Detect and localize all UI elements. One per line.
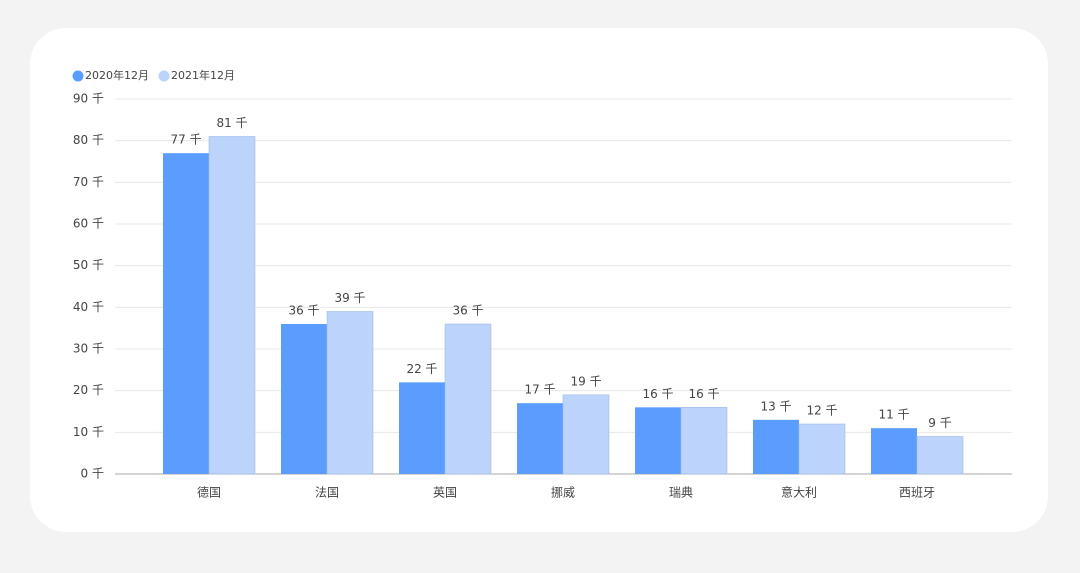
value-label: 9 千 xyxy=(928,416,951,430)
value-label: 77 千 xyxy=(170,133,201,147)
y-tick-label: 40 千 xyxy=(73,300,104,314)
bar xyxy=(281,324,327,474)
y-tick-label: 0 千 xyxy=(81,467,104,481)
legend-swatch xyxy=(158,70,170,82)
bar xyxy=(798,423,846,475)
bar xyxy=(680,407,728,475)
x-tick-label: 瑞典 xyxy=(669,486,693,500)
bar xyxy=(753,419,799,474)
value-label: 39 千 xyxy=(334,291,365,305)
x-tick-label: 法国 xyxy=(315,486,339,500)
x-tick-label: 意大利 xyxy=(781,485,817,500)
bar xyxy=(916,436,964,475)
value-label: 22 千 xyxy=(406,362,437,376)
y-tick-label: 90 千 xyxy=(73,92,104,106)
x-tick-label: 挪威 xyxy=(551,486,575,500)
y-tick-label: 50 千 xyxy=(73,258,104,272)
value-label: 16 千 xyxy=(642,387,673,401)
x-tick-label: 英国 xyxy=(433,486,457,500)
value-label: 16 千 xyxy=(688,387,719,401)
bar xyxy=(399,382,445,474)
value-label: 19 千 xyxy=(570,374,601,388)
legend-swatch xyxy=(72,70,84,82)
value-label: 81 千 xyxy=(216,116,247,130)
bar xyxy=(444,323,492,475)
y-tick-label: 30 千 xyxy=(73,342,104,356)
y-tick-label: 60 千 xyxy=(73,217,104,231)
value-label: 36 千 xyxy=(452,304,483,318)
y-tick-label: 20 千 xyxy=(73,383,104,397)
value-label: 11 千 xyxy=(878,408,909,422)
bar xyxy=(562,394,610,475)
bar xyxy=(163,153,209,474)
value-label: 17 千 xyxy=(524,383,555,397)
value-label: 12 千 xyxy=(806,404,837,418)
x-tick-label: 西班牙 xyxy=(899,486,935,500)
legend-label: 2020年12月 xyxy=(85,68,149,82)
value-label: 13 千 xyxy=(760,399,791,413)
value-label: 36 千 xyxy=(288,304,319,318)
y-tick-label: 70 千 xyxy=(73,175,104,189)
bar xyxy=(326,311,374,475)
y-tick-label: 80 千 xyxy=(73,133,104,147)
bar xyxy=(871,428,917,474)
x-tick-label: 德国 xyxy=(197,485,221,500)
bar xyxy=(208,136,256,475)
legend-label: 2021年12月 xyxy=(171,68,235,82)
bar xyxy=(635,407,681,474)
y-tick-label: 10 千 xyxy=(73,425,104,439)
bar xyxy=(517,403,563,474)
